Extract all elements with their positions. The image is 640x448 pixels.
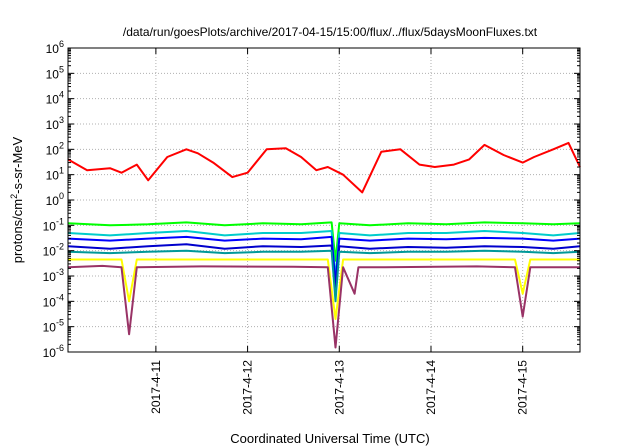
y-tick-base: 10: [43, 219, 57, 233]
y-tick-label: 106: [46, 39, 64, 56]
y-tick-exponent: 6: [59, 39, 64, 49]
y-tick-base: 10: [43, 321, 57, 335]
series-line: [67, 221, 581, 262]
y-tick-label: 101: [46, 166, 64, 183]
y-tick-exponent: -4: [56, 292, 64, 302]
x-tick-label: 2017-4-14: [424, 360, 438, 415]
y-axis-title-prefix: protons/cm: [10, 199, 25, 263]
axes: [67, 47, 581, 353]
y-tick-exponent: -1: [56, 216, 64, 226]
chart-title: /data/run/goesPlots/archive/2017-04-15/1…: [123, 25, 538, 39]
y-tick-base: 10: [46, 118, 60, 132]
y-tick-exponent: -2: [56, 242, 64, 252]
y-axis-title-superscript: 2: [9, 194, 19, 199]
y-tick-label: 104: [46, 90, 64, 107]
y-tick-label: 10-1: [43, 216, 64, 233]
y-tick-label: 10-2: [43, 242, 64, 259]
y-tick-label: 105: [46, 64, 64, 81]
series-line: [68, 258, 580, 320]
y-tick-label: 102: [46, 140, 64, 157]
x-tick-label: 2017-4-11: [149, 360, 163, 414]
y-tick-exponent: -6: [56, 343, 64, 353]
y-tick-label: 10-6: [43, 343, 64, 360]
y-tick-base: 10: [43, 346, 57, 360]
y-tick-label: 103: [46, 115, 64, 132]
series-line: [67, 141, 581, 194]
y-tick-exponent: 0: [59, 191, 64, 201]
y-tick-base: 10: [46, 67, 60, 81]
y-tick-label: 10-4: [43, 292, 64, 309]
tick-labels: 10610510410310210110010-110-210-310-410-…: [43, 39, 530, 415]
series-line: [67, 264, 580, 349]
y-tick-label: 10-3: [43, 267, 64, 284]
y-tick-exponent: -3: [56, 267, 64, 277]
series-group: [67, 141, 581, 349]
y-tick-base: 10: [46, 143, 60, 157]
y-tick-base: 10: [46, 194, 60, 208]
y-tick-base: 10: [43, 270, 57, 284]
y-tick-label: 100: [46, 191, 64, 208]
y-tick-exponent: 4: [59, 90, 64, 100]
y-tick-exponent: 1: [59, 166, 64, 176]
y-tick-base: 10: [46, 93, 60, 107]
y-axis-title: protons/cm2-s-sr-MeV: [9, 136, 25, 263]
series-line: [67, 249, 581, 303]
x-axis-title: Coordinated Universal Time (UTC): [230, 431, 429, 446]
x-tick-label: 2017-4-13: [332, 360, 346, 415]
y-tick-base: 10: [46, 169, 60, 183]
y-tick-exponent: 3: [59, 115, 64, 125]
y-tick-base: 10: [43, 245, 57, 259]
y-tick-exponent: -5: [56, 318, 64, 328]
y-tick-base: 10: [43, 295, 57, 309]
y-tick-exponent: 5: [59, 64, 64, 74]
y-tick-exponent: 2: [59, 140, 64, 150]
y-tick-label: 10-5: [43, 318, 64, 335]
plot-frame: [67, 47, 581, 353]
y-axis-title-suffix: -s-sr-MeV: [10, 136, 25, 193]
x-tick-label: 2017-4-15: [516, 360, 530, 415]
x-tick-label: 2017-4-12: [241, 360, 255, 415]
y-tick-base: 10: [46, 42, 60, 56]
